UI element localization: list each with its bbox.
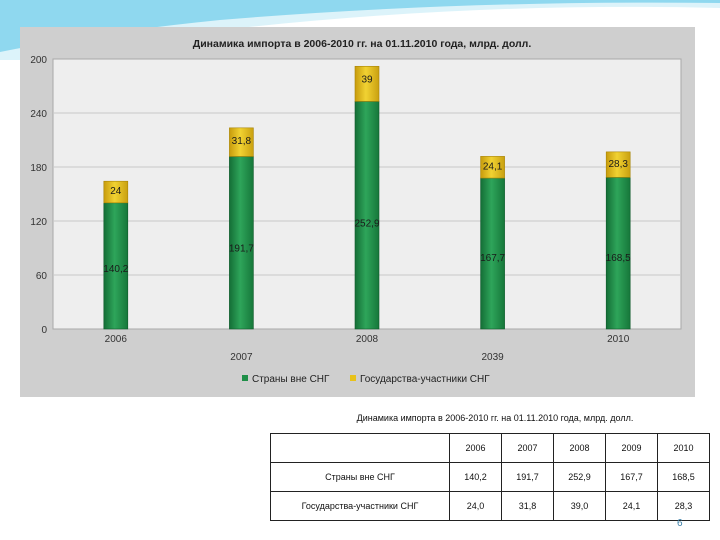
chart-title: Динамика импорта в 2006-2010 гг. на 01.1… — [193, 38, 532, 50]
table-cell: 167,7 — [605, 462, 658, 492]
data-label: 24,1 — [483, 161, 503, 172]
table-cell: 140,2 — [449, 462, 502, 492]
data-label: 39 — [361, 74, 373, 85]
data-label: 168,5 — [606, 253, 631, 264]
x-tick-label: 2008 — [356, 334, 379, 345]
data-table: 2006 2007 2008 2009 2010 Страны вне СНГ … — [270, 433, 710, 521]
bar-segment-cis — [229, 127, 254, 157]
table-year-cell: 2008 — [553, 433, 606, 463]
legend-swatch-non-cis — [242, 375, 248, 381]
table-row: Государства-участники СНГ 24,0 31,8 39,0… — [270, 491, 710, 521]
table-cell: 191,7 — [501, 462, 554, 492]
data-label: 191,7 — [229, 243, 254, 254]
y-tick-label: 120 — [30, 217, 47, 228]
bar-segment-non-cis — [354, 101, 380, 330]
table-row: Страны вне СНГ 140,2 191,7 252,9 167,7 1… — [270, 462, 710, 492]
bar-segment-non-cis — [480, 177, 505, 330]
bar-segment-non-cis — [605, 177, 631, 330]
table-corner-cell — [270, 433, 450, 463]
table-caption: Динамика импорта в 2006-2010 гг. на 01.1… — [356, 413, 634, 423]
table-year-cell: 2006 — [449, 433, 502, 463]
data-label: 31,8 — [232, 136, 252, 147]
data-label: 252,9 — [354, 219, 379, 230]
stacked-bar-chart: Динамика импорта в 2006-2010 гг. на 01.1… — [30, 38, 682, 385]
bar-segment-non-cis — [103, 202, 129, 330]
table-row-label: Государства-участники СНГ — [270, 491, 450, 521]
table-cell: 252,9 — [553, 462, 606, 492]
x-tick-label: 2039 — [481, 352, 504, 363]
y-tick-label: 60 — [36, 271, 48, 282]
data-label: 28,3 — [608, 159, 628, 170]
x-tick-label: 2010 — [607, 334, 630, 345]
bar-segment-cis — [103, 180, 129, 204]
table-cell: 168,5 — [657, 462, 710, 492]
table-cell: 24,1 — [605, 491, 658, 521]
legend-swatch-cis — [350, 375, 356, 381]
table-cell: 39,0 — [553, 491, 606, 521]
data-label: 140,2 — [103, 264, 128, 275]
y-tick-label: 200 — [30, 55, 47, 66]
y-tick-label: 0 — [41, 325, 47, 336]
data-label: 24 — [110, 186, 122, 197]
table-cell: 31,8 — [501, 491, 554, 521]
bar-segment-non-cis — [229, 156, 254, 330]
y-tick-label: 180 — [30, 163, 47, 174]
legend-label: Страны вне СНГ — [252, 374, 330, 385]
table-year-cell: 2007 — [501, 433, 554, 463]
legend-label: Государства-участники СНГ — [360, 374, 490, 385]
table-cell: 28,3 — [657, 491, 710, 521]
table-cell: 24,0 — [449, 491, 502, 521]
table-year-cell: 2009 — [605, 433, 658, 463]
table-header-row: 2006 2007 2008 2009 2010 — [270, 433, 710, 463]
data-label: 167,7 — [480, 253, 505, 264]
table-year-cell: 2010 — [657, 433, 710, 463]
table-row-label: Страны вне СНГ — [270, 462, 450, 492]
page-number: 6 — [677, 518, 683, 529]
bar-segment-cis — [605, 151, 631, 178]
x-tick-label: 2007 — [230, 352, 253, 363]
x-tick-label: 2006 — [105, 334, 128, 345]
slide-header-decoration — [0, 0, 720, 60]
bar-segment-cis — [354, 65, 380, 102]
y-tick-label: 240 — [30, 109, 47, 120]
bar-segment-cis — [480, 156, 505, 179]
